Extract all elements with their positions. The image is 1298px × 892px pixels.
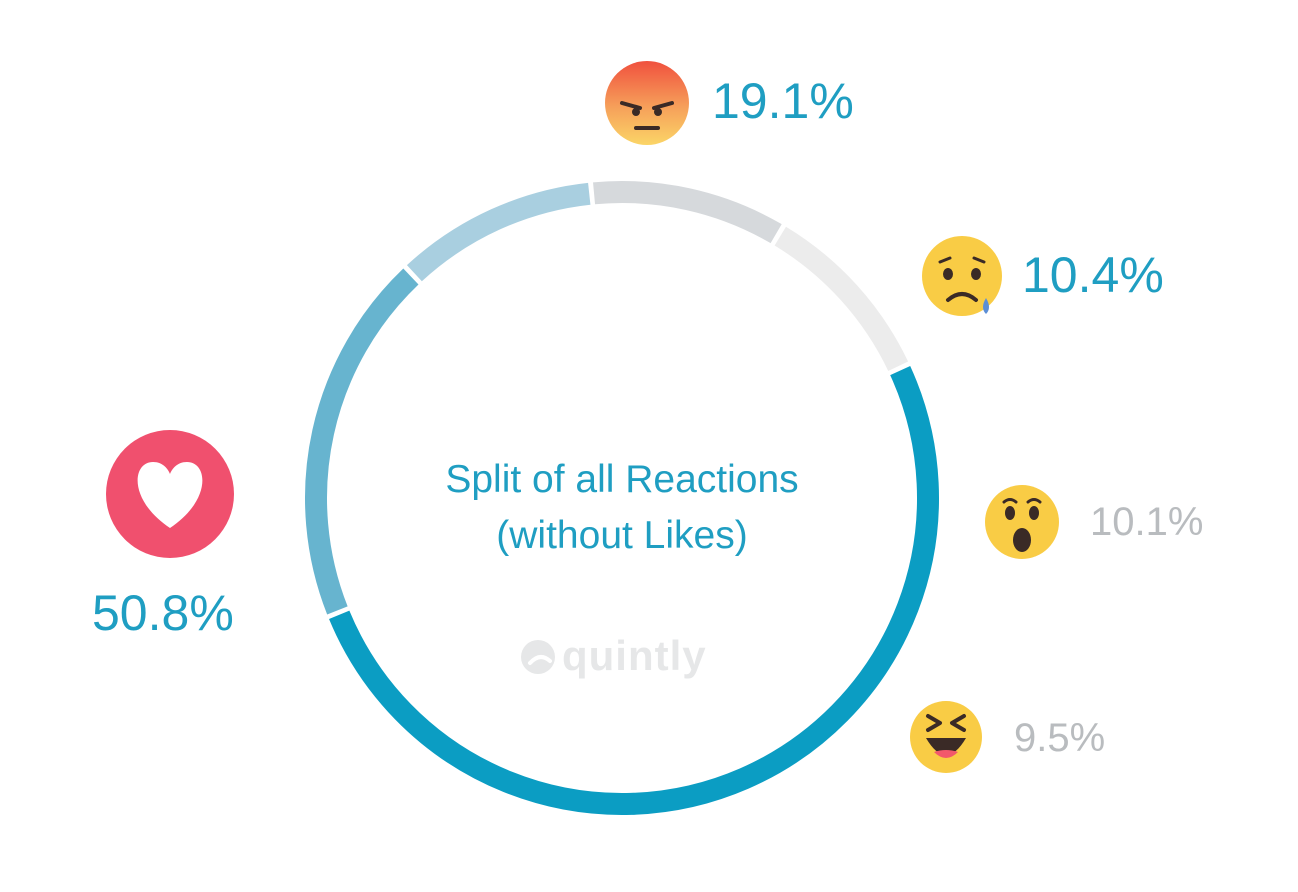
donut-slice-angry bbox=[305, 268, 419, 615]
love-reaction-icon bbox=[106, 430, 234, 558]
donut-slice-haha bbox=[774, 226, 909, 372]
haha-percentage-label: 9.5% bbox=[1014, 716, 1106, 760]
angry-reaction-icon bbox=[605, 61, 689, 145]
sad-reaction-icon bbox=[922, 236, 1002, 316]
wow-reaction-icon bbox=[985, 485, 1059, 559]
angry-percentage-label: 19.1% bbox=[712, 73, 854, 129]
chart-subtitle: (without Likes) bbox=[496, 514, 748, 557]
donut-slice-love bbox=[329, 365, 940, 816]
chart-title: Split of all Reactions bbox=[445, 458, 799, 501]
donut-slice-sad bbox=[406, 182, 591, 282]
wow-percentage-label: 10.1% bbox=[1090, 500, 1204, 544]
brand-name: quintly bbox=[562, 632, 707, 679]
love-percentage-label: 50.8% bbox=[92, 585, 234, 641]
quintly-logo-icon bbox=[521, 640, 555, 674]
donut-slice-wow bbox=[593, 181, 782, 244]
haha-reaction-icon bbox=[910, 701, 982, 773]
sad-percentage-label: 10.4% bbox=[1022, 247, 1164, 303]
